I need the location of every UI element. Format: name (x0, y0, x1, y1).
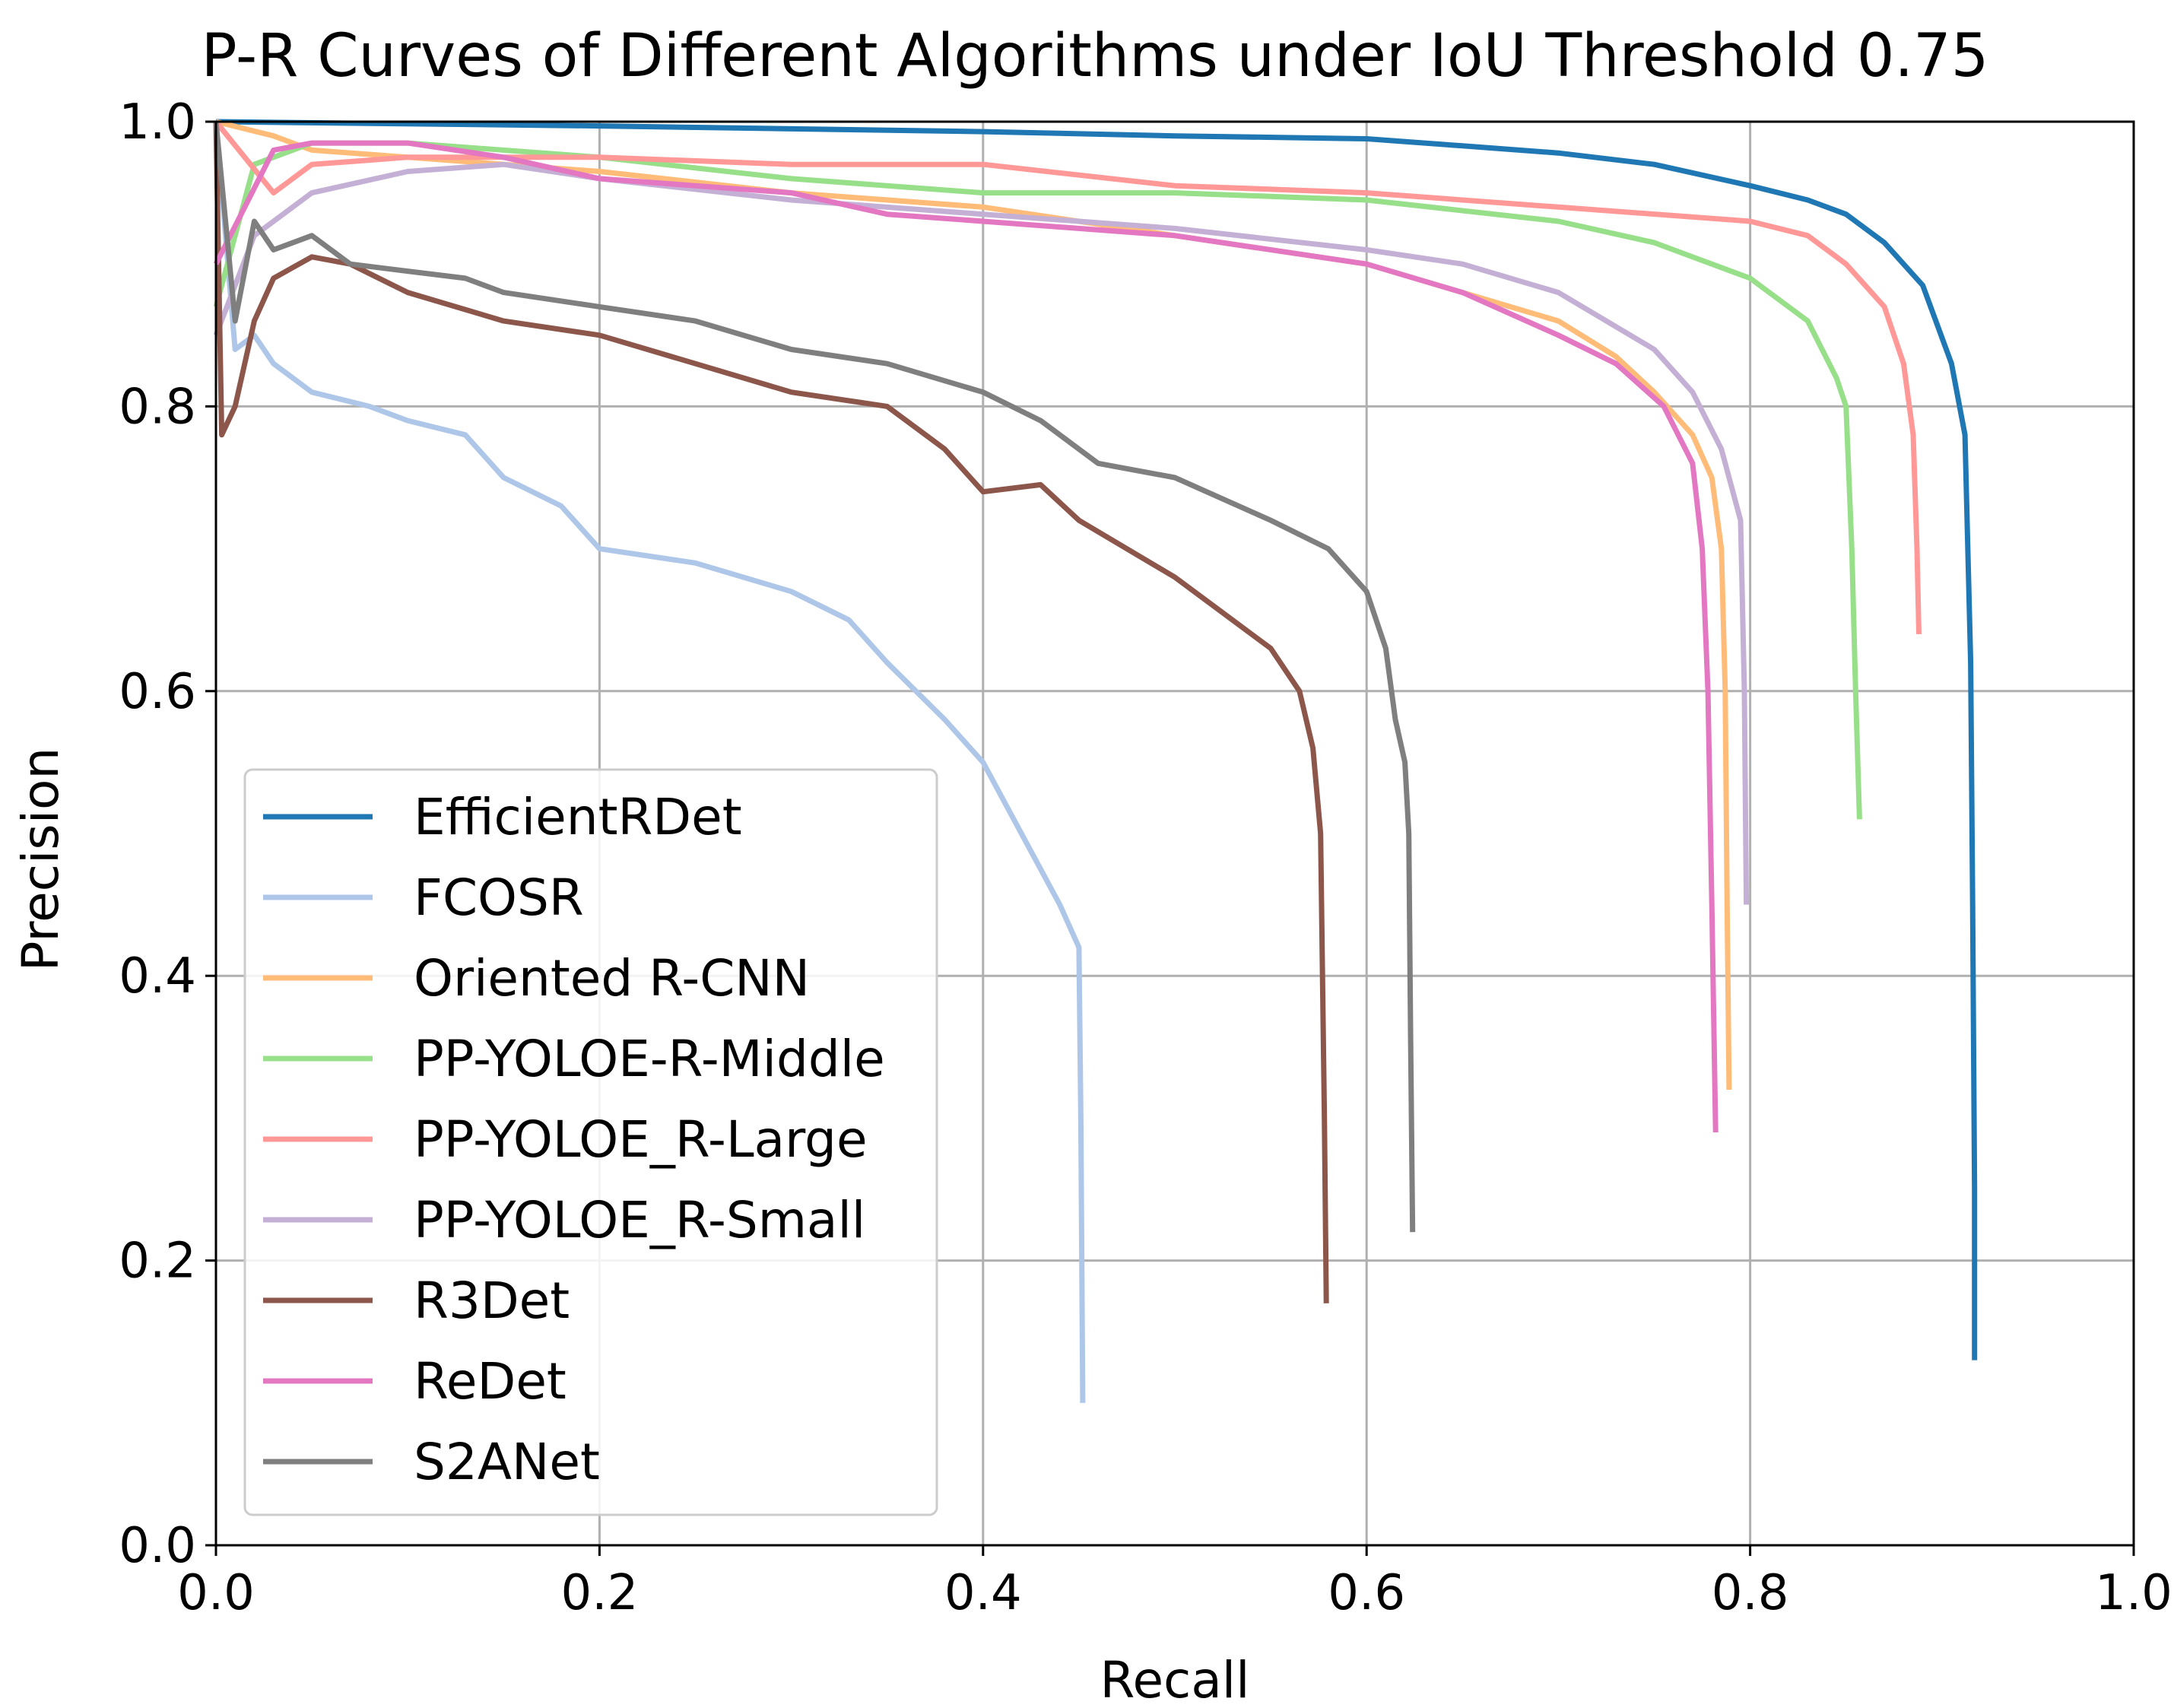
y-tick-label: 0.8 (119, 379, 196, 435)
legend-label-efficientrdet: EfficientRDet (414, 788, 742, 846)
x-tick-label: 0.0 (177, 1565, 255, 1621)
series-line-pp-yoloe-r-middle (213, 140, 1862, 820)
series-line-efficientrdet (215, 119, 1978, 1360)
x-axis-label: Recall (1100, 1651, 1250, 1708)
y-tick-label: 0.0 (119, 1518, 196, 1574)
series-line-redet (213, 140, 1719, 1133)
legend-label-fcosr: FCOSR (414, 868, 584, 927)
x-tick-label: 1.0 (2095, 1565, 2172, 1621)
legend-label-s2anet: S2ANet (414, 1433, 600, 1491)
legend: EfficientRDet FCOSR Oriented R-CNN PP-YOLOE… (243, 768, 938, 1516)
series-lines (213, 119, 1978, 1403)
x-tick-label: 0.6 (1328, 1565, 1405, 1621)
series-line-s2anet (213, 121, 1416, 1233)
x-tick-label: 0.4 (944, 1565, 1022, 1621)
legend-label-oriented-r-cnn: Oriented R-CNN (414, 949, 810, 1008)
y-tick-label: 0.2 (119, 1233, 196, 1290)
series-line-pp-yoloe-r-small (213, 161, 1750, 905)
plot-area-frame (214, 120, 2135, 1547)
legend-label-redet: ReDet (414, 1352, 567, 1411)
series-line-fcosr (213, 121, 1086, 1403)
axis-ticks: 0.0 0.2 0.4 0.6 0.8 1.0 0.0 0.2 0.4 0.6 0.8 1.0 (119, 94, 2172, 1621)
legend-label-pp-yoloe-r-large: PP-YOLOE_R-Large (414, 1110, 868, 1169)
y-tick-label: 0.6 (119, 664, 196, 720)
legend-label-r3det: R3Det (414, 1271, 570, 1330)
legend-box (243, 768, 938, 1516)
x-tick-label: 0.8 (1712, 1565, 1789, 1621)
chart-title: P-R Curves of Different Algorithms under… (202, 22, 1989, 90)
legend-label-pp-yoloe-r-small: PP-YOLOE_R-Small (414, 1191, 865, 1249)
series-line-pp-yoloe-r-large (214, 119, 1922, 634)
legend-label-pp-yoloe-r-middle: PP-YOLOE-R-Middle (414, 1030, 885, 1088)
y-tick-label: 0.4 (119, 948, 196, 1005)
y-tick-label: 1.0 (119, 94, 196, 151)
series-line-r3det (213, 121, 1329, 1303)
y-axis-label: Precision (11, 748, 70, 972)
x-tick-label: 0.2 (561, 1565, 639, 1621)
